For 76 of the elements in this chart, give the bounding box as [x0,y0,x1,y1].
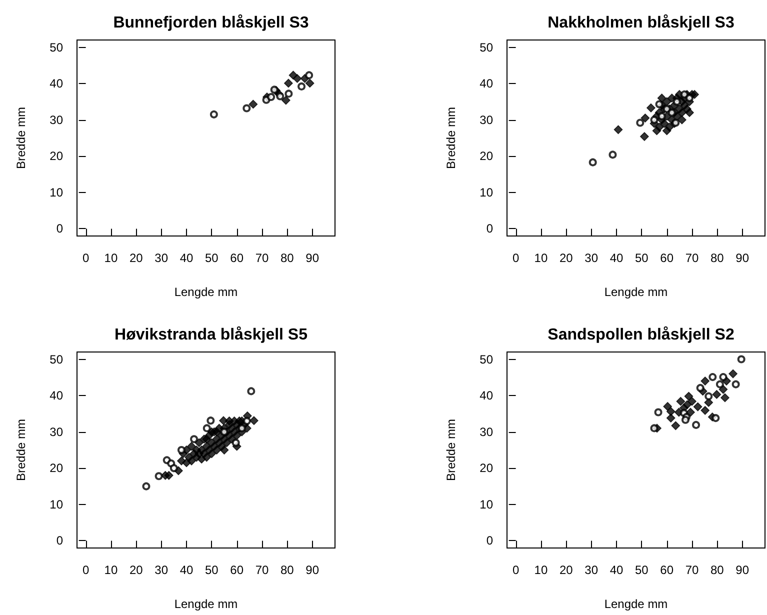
x-tick-label: 20 [129,251,144,265]
x-axis-title: Lengde mm [174,285,238,299]
y-tick-label: 50 [50,40,64,54]
y-tick-label: 0 [56,222,64,236]
y-axis-title: Bredde mm [444,418,458,482]
x-tick-label: 60 [660,563,674,577]
y-tick-label: 40 [50,76,64,91]
x-tick-label: 40 [180,563,194,577]
x-tick-label: 10 [534,251,548,265]
x-tick-label: 0 [512,563,520,577]
y-tick-label: 20 [50,149,64,164]
y-tick-label: 30 [480,424,494,439]
x-tick-label: 50 [204,251,219,265]
x-tick-label: 90 [736,251,750,265]
y-tick-label: 40 [50,388,64,403]
x-tick-label: 20 [559,251,574,265]
chart-title: Nakkholmen blåskjell S3 [548,14,734,32]
x-tick-label: 30 [584,251,598,265]
x-tick-label: 90 [306,563,320,577]
x-tick-label: 10 [104,563,118,577]
x-tick-label: 70 [685,251,699,265]
x-tick-label: 70 [255,251,269,265]
y-tick-label: 40 [480,76,494,91]
x-tick-label: 80 [710,251,724,265]
x-tick-label: 70 [685,563,699,577]
x-tick-label: 40 [180,251,194,265]
x-tick-label: 40 [610,563,624,577]
y-tick-label: 40 [480,388,494,403]
y-tick-label: 0 [486,222,494,236]
x-tick-label: 50 [634,563,649,577]
x-tick-label: 60 [230,563,244,577]
x-tick-label: 30 [584,563,598,577]
x-axis-title: Lengde mm [604,597,668,611]
x-tick-label: 80 [280,251,294,265]
x-tick-label: 10 [104,251,118,265]
y-tick-label: 0 [486,534,494,548]
chart-title: Høvikstranda blåskjell S5 [114,326,308,344]
x-tick-label: 80 [710,563,724,577]
x-tick-label: 0 [82,563,90,577]
x-tick-label: 0 [82,251,90,265]
y-tick-label: 10 [50,185,64,200]
x-tick-label: 60 [660,251,674,265]
x-tick-label: 90 [736,563,750,577]
chart-title: Sandspollen blåskjell S2 [548,326,734,344]
y-tick-label: 10 [480,497,494,512]
x-tick-label: 20 [129,563,144,577]
x-tick-label: 90 [306,251,320,265]
y-tick-label: 20 [50,461,64,476]
x-tick-label: 50 [204,563,219,577]
x-tick-label: 30 [154,251,168,265]
y-axis-title: Bredde mm [14,418,28,482]
y-tick-label: 10 [480,185,494,200]
x-tick-label: 60 [230,251,244,265]
chart-title: Bunnefjorden blåskjell S3 [113,14,309,32]
y-tick-label: 30 [480,112,494,127]
y-axis-title: Bredde mm [444,106,458,170]
x-tick-label: 50 [634,251,649,265]
x-axis-title: Lengde mm [174,597,238,611]
x-tick-label: 40 [610,251,624,265]
x-tick-label: 10 [534,563,548,577]
y-tick-label: 20 [480,149,494,164]
y-tick-label: 50 [480,40,494,54]
x-tick-label: 80 [280,563,294,577]
y-tick-label: 30 [50,112,64,127]
x-tick-label: 30 [154,563,168,577]
y-tick-label: 50 [480,352,494,366]
x-tick-label: 0 [512,251,520,265]
y-tick-label: 10 [50,497,64,512]
y-tick-label: 20 [480,461,494,476]
x-axis-title: Lengde mm [604,285,668,299]
y-tick-label: 0 [56,534,64,548]
y-tick-label: 30 [50,424,64,439]
x-tick-label: 70 [255,563,269,577]
x-tick-label: 20 [559,563,574,577]
y-axis-title: Bredde mm [14,106,28,170]
y-tick-label: 50 [50,352,64,366]
